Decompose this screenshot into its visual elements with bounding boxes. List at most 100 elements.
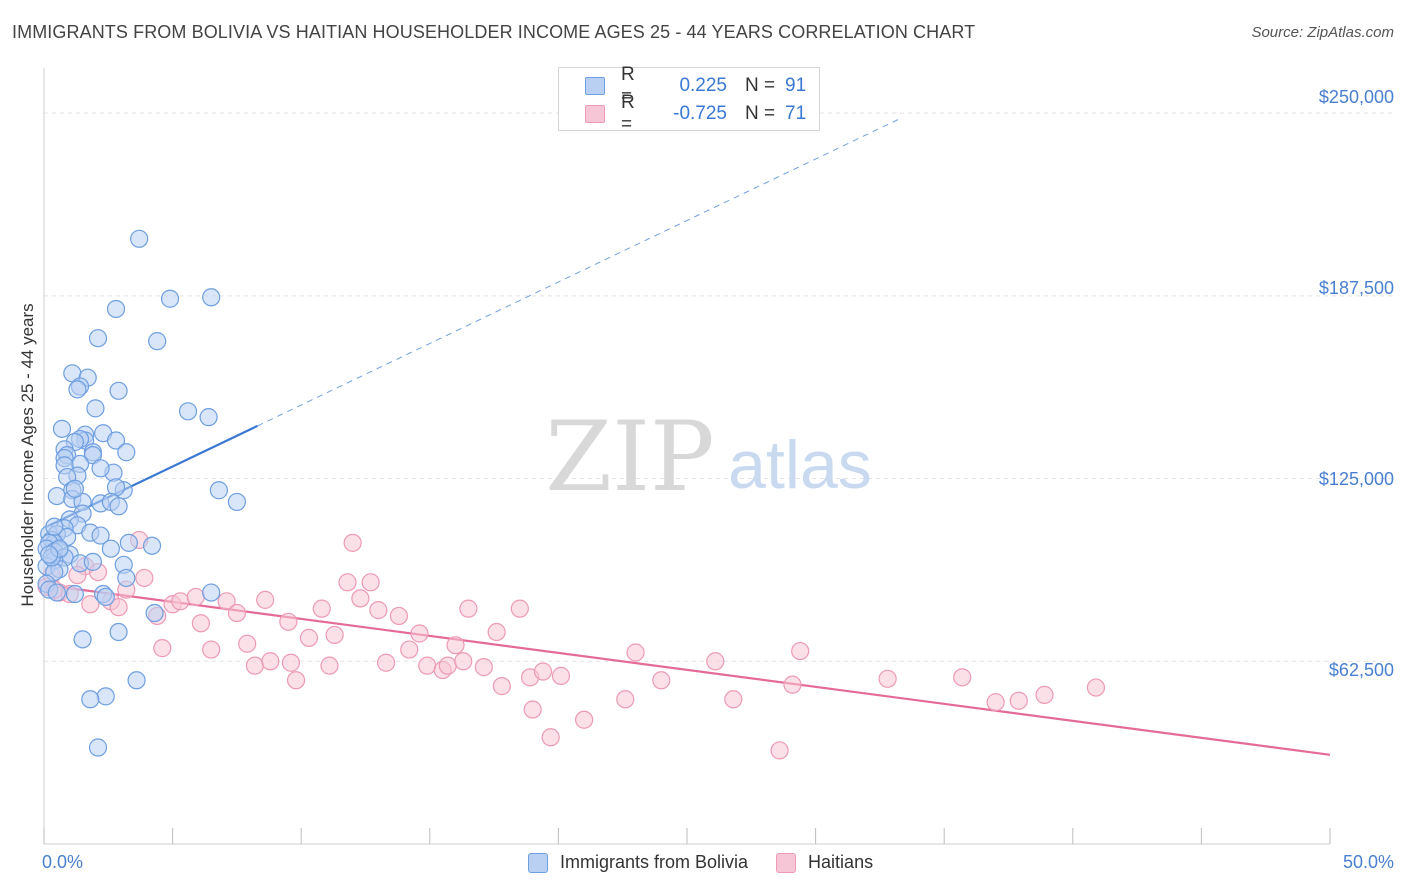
point-haitians-56 (541, 728, 560, 747)
point-bolivia-3 (106, 299, 126, 319)
point-haitians-65 (783, 675, 802, 694)
watermark-zip: ZIP (545, 401, 714, 513)
point-haitians-41 (400, 640, 419, 659)
point-bolivia-66 (83, 552, 102, 571)
point-bolivia-62 (101, 539, 120, 558)
watermark: ZIP atlas (545, 401, 871, 513)
point-haitians-24 (245, 656, 265, 675)
point-bolivia-2 (202, 288, 221, 307)
point-haitians-33 (325, 625, 344, 645)
point-bolivia-11 (86, 399, 105, 418)
point-bolivia-80 (73, 630, 92, 649)
point-bolivia-75 (65, 584, 84, 604)
point-bolivia-36 (47, 486, 66, 506)
trendline-bolivia-dashed (257, 119, 899, 427)
point-haitians-54 (523, 700, 542, 719)
point-bolivia-77 (96, 587, 115, 607)
point-haitians-13 (135, 568, 154, 588)
series-swatch-bolivia (528, 852, 548, 873)
point-bolivia-90 (45, 517, 64, 536)
point-haitians-36 (351, 589, 370, 608)
point-haitians-34 (338, 573, 357, 592)
point-haitians-57 (551, 666, 571, 685)
points-haitians (37, 530, 1106, 760)
point-haitians-39 (376, 653, 396, 672)
watermark-atlas: atlas (728, 427, 872, 503)
legend-swatch-haitians (585, 105, 605, 123)
y-tick-label-187500: $187,500 (1318, 278, 1394, 298)
point-bolivia-1 (160, 289, 180, 308)
trendline-haitians (46, 584, 1331, 756)
point-haitians-32 (320, 656, 339, 675)
legend-r-label: R = (621, 64, 635, 107)
point-haitians-68 (953, 668, 972, 687)
point-haitians-37 (361, 573, 380, 592)
point-haitians-72 (1086, 678, 1106, 697)
y-tick-label-250000: $250,000 (1318, 87, 1394, 107)
point-haitians-70 (1009, 691, 1028, 710)
series-label-haitians: Haitians (808, 852, 874, 872)
x-tick-label-max: 50.0% (1342, 852, 1394, 872)
point-haitians-31 (312, 599, 331, 618)
legend-row-haitians: R = -0.725 N = 71 (559, 92, 806, 135)
point-bolivia-52 (91, 526, 110, 545)
point-haitians-8 (81, 595, 100, 614)
point-haitians-28 (281, 653, 301, 672)
point-haitians-42 (410, 624, 429, 643)
point-haitians-62 (706, 652, 725, 671)
points-bolivia (37, 229, 246, 757)
point-haitians-47 (454, 652, 473, 671)
y-tick-label-125000: $125,000 (1318, 469, 1394, 489)
point-bolivia-4 (88, 329, 108, 348)
point-haitians-48 (459, 599, 478, 618)
legend-n-value-bolivia: 91 (785, 75, 807, 96)
point-bolivia-0 (130, 229, 149, 248)
point-haitians-71 (1035, 685, 1054, 704)
series-legend-haitians[interactable]: Haitians (776, 852, 873, 873)
point-haitians-69 (986, 693, 1005, 712)
point-haitians-29 (286, 671, 306, 690)
series-swatch-haitians (776, 852, 797, 873)
series-legend-bolivia[interactable]: Immigrants from Bolivia (528, 852, 748, 873)
point-haitians-59 (616, 690, 635, 709)
point-bolivia-79 (145, 603, 164, 623)
y-axis-title: Householder Income Ages 25 - 44 years (18, 303, 37, 607)
point-haitians-61 (652, 671, 671, 690)
x-tick-label-min: 0.0% (42, 852, 84, 872)
point-haitians-19 (191, 614, 210, 633)
point-haitians-55 (533, 662, 553, 681)
point-haitians-50 (487, 622, 506, 642)
point-haitians-26 (261, 652, 280, 671)
point-bolivia-78 (202, 583, 221, 602)
point-haitians-35 (343, 533, 362, 552)
point-haitians-17 (171, 592, 190, 611)
point-haitians-52 (510, 599, 529, 618)
correlation-legend: R = 0.225 N = 91 R = -0.725 N = 71 (558, 64, 820, 135)
legend-swatch-bolivia (585, 77, 605, 95)
grid-lines (44, 112, 1394, 662)
point-bolivia-10 (109, 381, 128, 400)
point-haitians-58 (575, 710, 594, 729)
point-haitians-43 (418, 656, 437, 675)
point-bolivia-84 (81, 690, 100, 709)
point-haitians-60 (626, 643, 645, 662)
point-haitians-18 (186, 587, 205, 607)
point-haitians-11 (109, 598, 128, 617)
series-label-bolivia: Immigrants from Bolivia (560, 852, 749, 872)
point-bolivia-14 (52, 419, 72, 438)
point-bolivia-13 (199, 408, 218, 427)
point-haitians-30 (299, 628, 319, 647)
chart-title: IMMIGRANTS FROM BOLIVIA VS HAITIAN HOUSE… (12, 22, 976, 42)
point-bolivia-32 (91, 459, 110, 478)
point-bolivia-85 (88, 738, 108, 757)
point-haitians-40 (389, 606, 409, 626)
point-bolivia-57 (142, 536, 162, 555)
point-haitians-23 (238, 634, 257, 653)
point-haitians-15 (153, 639, 172, 658)
legend-n-label: N = (745, 103, 776, 124)
point-haitians-22 (227, 603, 246, 623)
point-bolivia-74 (47, 583, 66, 602)
point-haitians-63 (724, 690, 743, 709)
point-haitians-45 (438, 656, 457, 675)
